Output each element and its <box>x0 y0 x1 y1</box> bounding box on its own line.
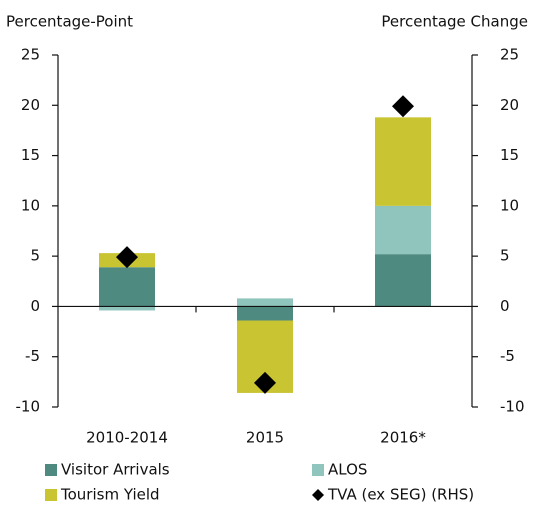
y-tick-label: 15 <box>21 146 40 164</box>
bar-segment <box>375 254 431 307</box>
legend-label: TVA (ex SEG) (RHS) <box>327 486 474 504</box>
legend-label: ALOS <box>328 461 367 479</box>
legend-marker <box>312 489 324 501</box>
y2-tick-label: -10 <box>500 398 525 416</box>
tva-marker <box>254 371 276 394</box>
y-tick-label: -10 <box>16 398 41 416</box>
y-axis-title: Percentage-Point <box>6 13 133 31</box>
tva-marker <box>392 95 414 118</box>
y-tick-label: -5 <box>25 347 40 365</box>
legend-swatch <box>312 464 324 476</box>
y-tick-label: 5 <box>30 247 40 265</box>
legend-swatch <box>45 489 57 501</box>
y2-tick-label: 0 <box>500 297 510 315</box>
tva-marker <box>116 246 138 269</box>
y2-tick-label: -5 <box>500 347 515 365</box>
y-tick-label: 25 <box>21 46 40 64</box>
y-tick-label: 0 <box>30 297 40 315</box>
bar-segment <box>375 205 431 255</box>
bar-segment <box>237 298 293 307</box>
legend-label: Tourism Yield <box>60 486 160 504</box>
y2-tick-label: 15 <box>500 146 519 164</box>
bar-segment <box>237 306 293 321</box>
x-tick-label: 2010-2014 <box>86 429 168 447</box>
y-tick-label: 20 <box>21 96 40 114</box>
y2-tick-label: 20 <box>500 96 519 114</box>
bar-segment <box>375 117 431 206</box>
bar-segment <box>99 267 155 307</box>
y2-tick-label: 10 <box>500 196 519 214</box>
x-tick-label: 2015 <box>246 429 284 447</box>
legend-label: Visitor Arrivals <box>61 461 170 479</box>
x-tick-label: 2016* <box>380 429 426 447</box>
bar-segment <box>99 306 155 311</box>
legend-swatch <box>45 464 57 476</box>
y2-tick-label: 5 <box>500 247 510 265</box>
y-tick-label: 10 <box>21 196 40 214</box>
y2-tick-label: 25 <box>500 46 519 64</box>
y2-axis-title: Percentage Change <box>381 13 528 31</box>
